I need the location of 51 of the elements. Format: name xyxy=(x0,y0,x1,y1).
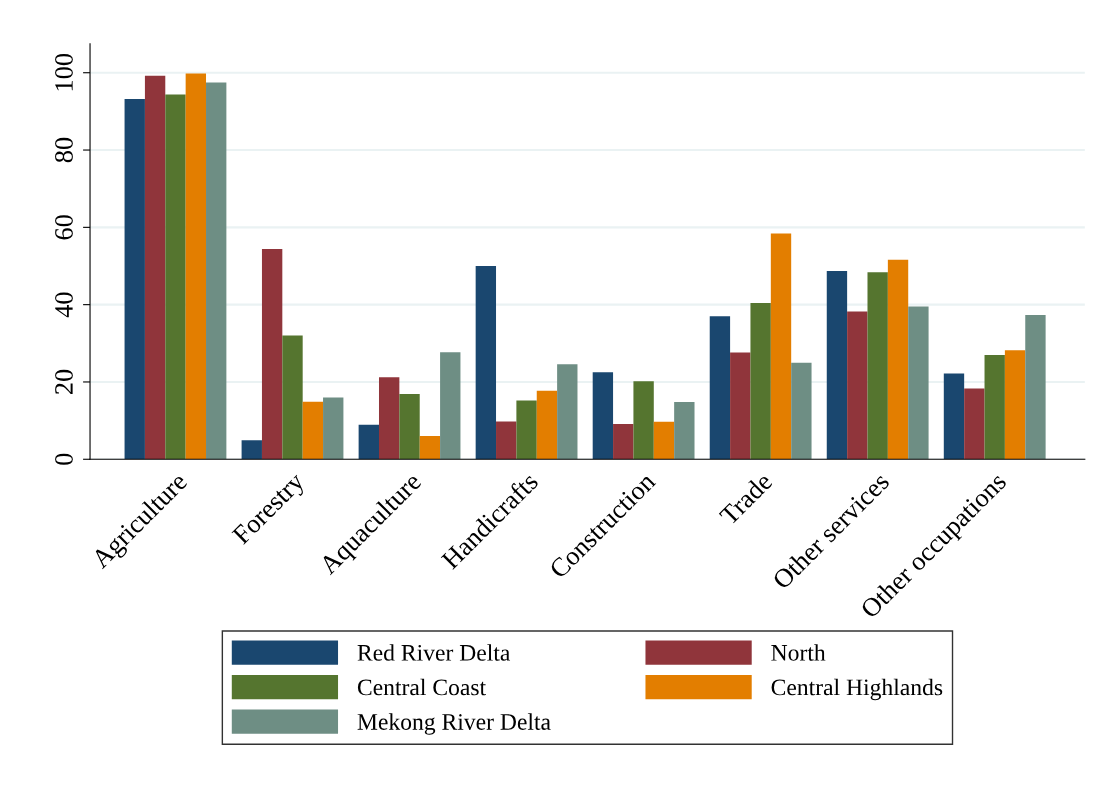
bar xyxy=(516,400,537,460)
bar xyxy=(592,372,614,460)
bar xyxy=(185,73,207,460)
y-tick-label: 20 xyxy=(55,369,73,394)
bar xyxy=(633,381,654,460)
y-tick-label: 40 xyxy=(55,292,73,318)
bar xyxy=(144,75,166,460)
bar xyxy=(709,316,731,460)
bar xyxy=(302,401,324,460)
bar xyxy=(399,393,420,460)
bar xyxy=(1004,350,1026,460)
bar xyxy=(261,248,283,460)
bar xyxy=(165,94,186,460)
bar xyxy=(770,233,792,460)
bar xyxy=(867,272,888,460)
bar xyxy=(440,352,461,460)
bar xyxy=(124,99,145,460)
bar xyxy=(964,388,985,460)
bar xyxy=(943,373,965,460)
bar xyxy=(847,311,868,460)
y-tick-label: 80 xyxy=(55,137,73,163)
legend-label: Mekong River Delta xyxy=(357,713,551,735)
bar xyxy=(674,402,695,460)
bar xyxy=(378,377,400,460)
legend-label: Central Coast xyxy=(357,678,486,696)
bar xyxy=(282,335,303,460)
bar xyxy=(496,421,517,460)
y-tick-label: 0 xyxy=(55,453,73,465)
bar xyxy=(1025,315,1046,460)
bar xyxy=(358,424,379,460)
bar xyxy=(419,436,441,460)
bar xyxy=(984,354,1005,460)
bar xyxy=(653,421,675,460)
bar xyxy=(613,424,634,460)
y-tick-label: 60 xyxy=(55,215,73,240)
bar xyxy=(557,364,578,460)
bar xyxy=(730,352,751,460)
bar xyxy=(323,397,344,460)
bar xyxy=(536,390,558,460)
legend-label: Red River Delta xyxy=(357,644,511,661)
bar xyxy=(826,271,848,460)
bar xyxy=(887,259,909,460)
y-tick-label: 100 xyxy=(55,53,73,91)
legend-label: North xyxy=(771,644,826,661)
bar xyxy=(206,82,227,460)
bar xyxy=(475,266,497,460)
bar xyxy=(791,362,812,460)
bar xyxy=(241,440,262,460)
bar xyxy=(750,303,771,460)
legend-label: Central Highlands xyxy=(771,678,943,701)
bar xyxy=(908,306,929,460)
